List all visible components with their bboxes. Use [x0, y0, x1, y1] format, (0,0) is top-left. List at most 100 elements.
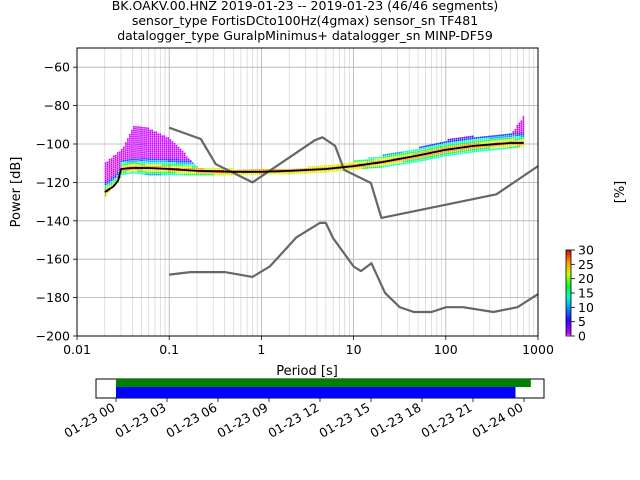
psd-bin: [271, 172, 273, 175]
psd-bin: [516, 126, 519, 129]
psd-bin: [471, 143, 474, 145]
psd-bin: [372, 166, 375, 169]
psd-bin: [104, 187, 107, 189]
psd-bin: [147, 148, 149, 151]
psd-bin: [194, 173, 196, 176]
psd-bin: [106, 178, 109, 181]
psd-bin: [116, 169, 119, 172]
psd-bin: [382, 154, 385, 156]
psd-bin: [200, 171, 202, 174]
chart-title-line-1: BK.OAKV.00.HNZ 2019-01-23 -- 2019-01-23 …: [112, 0, 499, 13]
psd-bin: [110, 183, 113, 185]
psd-bin: [382, 156, 385, 158]
psd-bin: [356, 162, 358, 164]
psd-bin: [181, 154, 184, 157]
psd-bin: [143, 150, 145, 152]
psd-bin: [183, 162, 186, 164]
psd-bin: [157, 158, 160, 161]
psd-bin: [145, 134, 147, 137]
psd-bin: [488, 147, 490, 149]
psd-bin: [425, 158, 427, 161]
psd-bin: [153, 144, 156, 147]
psd-bin: [133, 145, 135, 147]
psd-bin: [161, 164, 164, 166]
psd-bin: [173, 158, 176, 161]
psd-bin: [398, 161, 401, 164]
psd-bin: [108, 166, 111, 169]
psd-bin: [151, 156, 154, 159]
x-axis-label: Period [s]: [276, 364, 338, 379]
psd-bin: [490, 137, 492, 140]
psd-bin: [516, 138, 519, 140]
psd-bin: [374, 156, 377, 159]
psd-bin: [167, 139, 170, 141]
psd-bin: [260, 168, 263, 171]
psd-bin: [155, 139, 158, 141]
psd-bin: [125, 144, 127, 146]
psd-bin: [133, 152, 135, 155]
psd-bin: [518, 145, 521, 148]
psd-bin: [305, 171, 308, 174]
psd-bin: [512, 133, 515, 135]
psd-bin: [376, 166, 379, 169]
psd-bin: [194, 164, 196, 166]
psd-bin: [143, 151, 145, 154]
psd-bin: [423, 151, 425, 154]
psd-bin: [364, 165, 366, 167]
psd-bin: [171, 173, 174, 176]
psd-bin: [238, 169, 241, 172]
psd-bin: [155, 173, 158, 176]
psd-bin: [486, 149, 488, 152]
psd-bin: [112, 182, 115, 185]
psd-bin: [169, 139, 172, 141]
psd-bin: [480, 150, 482, 152]
psd-bin: [167, 146, 170, 149]
psd-bin: [473, 143, 476, 145]
psd-bin: [214, 171, 216, 174]
psd-bin: [494, 137, 496, 139]
psd-bin: [206, 168, 208, 170]
psd-bin: [185, 168, 188, 170]
psd-bin: [139, 155, 141, 157]
psd-bin: [366, 159, 369, 162]
psd-bin: [151, 160, 154, 162]
psd-bin: [445, 154, 448, 157]
psd-bin: [453, 149, 456, 152]
psd-bin: [437, 148, 440, 151]
psd-bin: [427, 154, 429, 157]
psd-bin: [514, 146, 517, 148]
psd-bin: [145, 163, 147, 166]
psd-bin: [459, 150, 462, 153]
psd-bin: [392, 160, 395, 163]
psd-bin: [264, 168, 267, 171]
psd-bin: [518, 134, 521, 136]
psd-bin: [372, 157, 375, 159]
psd-bin: [155, 152, 158, 155]
psd-bin: [161, 152, 164, 155]
psd-bin: [398, 153, 401, 156]
psd-bin: [522, 127, 525, 130]
psd-bin: [258, 169, 261, 171]
psd-bin: [212, 173, 214, 176]
psd-bin: [463, 148, 466, 150]
psd-bin: [135, 143, 137, 145]
psd-bin: [323, 170, 326, 173]
psd-bin: [167, 166, 170, 168]
psd-bin: [508, 143, 511, 145]
psd-bin: [469, 137, 472, 140]
psd-bin: [135, 133, 137, 136]
psd-bin: [165, 158, 168, 161]
psd-bin: [143, 155, 145, 158]
psd-bin: [187, 168, 190, 170]
psd-bin: [329, 164, 332, 167]
psd-bin: [216, 173, 218, 176]
psd-bin: [181, 171, 184, 174]
psd-bin: [161, 169, 164, 172]
psd-bin: [406, 162, 409, 164]
psd-bin: [490, 135, 492, 138]
psd-bin: [175, 144, 178, 147]
psd-bin: [331, 170, 334, 172]
psd-bin: [106, 163, 109, 166]
psd-bin: [433, 147, 435, 150]
psd-bin: [218, 173, 220, 176]
